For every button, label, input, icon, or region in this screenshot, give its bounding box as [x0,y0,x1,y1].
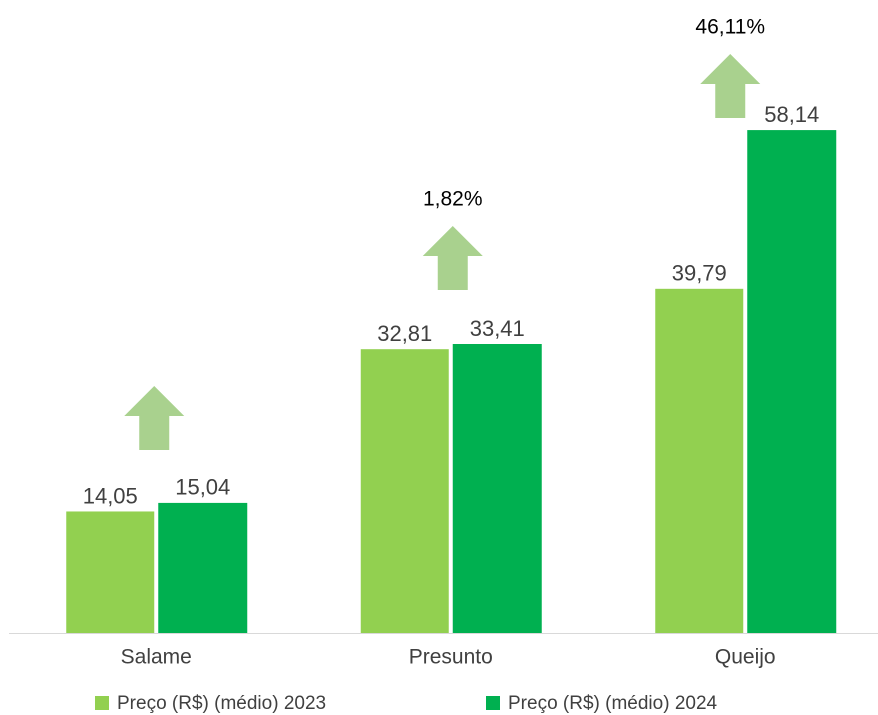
bar [655,288,744,633]
annotation: 46,11% [695,16,765,39]
data-label: 33,41 [470,316,525,341]
x-tick-label: Queijo [715,646,776,669]
x-tick-label: Salame [121,646,192,669]
data-label: 58,14 [764,102,819,127]
data-label: 39,79 [672,261,727,286]
bar [158,502,248,633]
data-label: 32,81 [377,321,432,346]
annotation: 1,82% [423,188,483,211]
up-arrow [124,386,185,450]
up-arrow [422,226,483,290]
bar [747,130,837,634]
legend-swatch [486,696,500,710]
bar [452,344,542,633]
data-label: 15,04 [175,475,230,500]
up-arrow [700,54,761,118]
legend-label: Preço (R$) (médio) 2024 [508,693,718,714]
x-tick-label: Presunto [409,646,493,669]
legend-label: Preço (R$) (médio) 2023 [117,693,326,714]
legend-swatch [95,696,109,710]
bar [360,349,449,633]
bar [66,511,155,633]
data-label: 14,05 [83,483,138,508]
